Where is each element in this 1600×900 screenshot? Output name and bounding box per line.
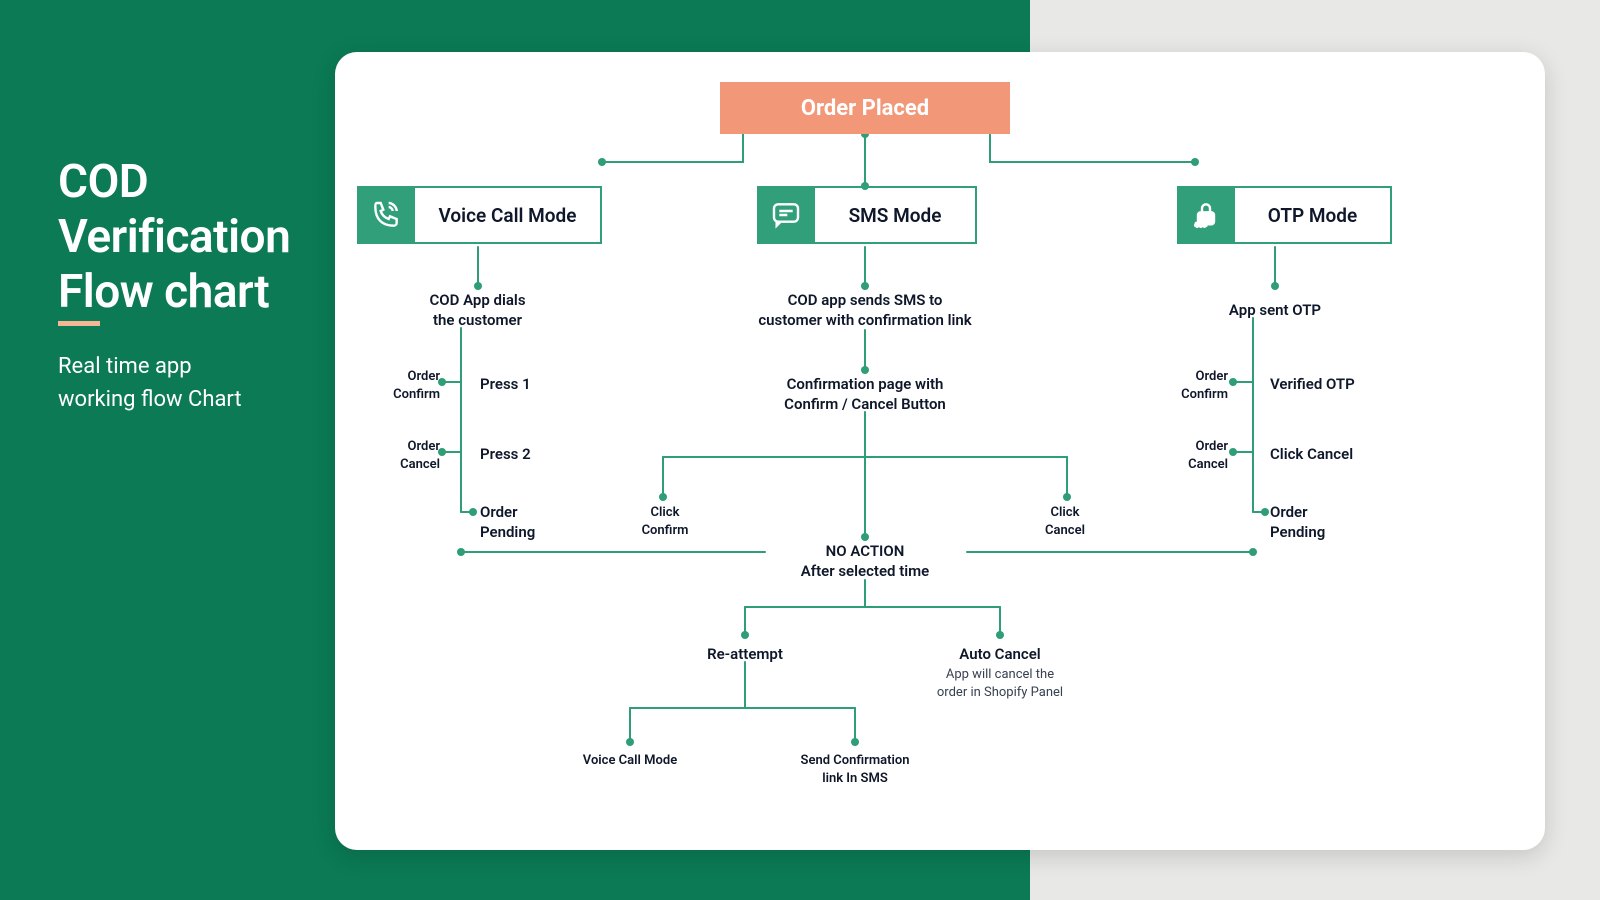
node-otp-confirm: OrderConfirm bbox=[1133, 368, 1228, 403]
mode-otp-label: OTP Mode bbox=[1233, 186, 1392, 244]
node-voice-desc: COD App dialsthe customer bbox=[395, 290, 560, 331]
node-otp-verified: Verified OTP bbox=[1270, 374, 1410, 394]
node-otp-cancel: OrderCancel bbox=[1133, 438, 1228, 473]
page-subtitle: Real time appworking flow Chart bbox=[58, 350, 242, 416]
flowchart-card: Order Placed Voice Call Mode SMS Mode *** OT… bbox=[335, 52, 1545, 850]
phone-icon bbox=[357, 186, 415, 244]
node-otp-pending: OrderPending bbox=[1270, 502, 1390, 543]
node-otp-desc: App sent OTP bbox=[1205, 300, 1345, 320]
node-order-placed: Order Placed bbox=[720, 82, 1010, 134]
node-press1: Press 1 bbox=[480, 374, 570, 394]
svg-text:***: *** bbox=[1195, 222, 1206, 231]
mode-otp: *** OTP Mode bbox=[1177, 186, 1392, 244]
title-underline bbox=[58, 321, 100, 326]
node-ra-voice: Voice Call Mode bbox=[555, 752, 705, 770]
node-auto-cancel: Auto Cancel bbox=[935, 644, 1065, 664]
node-voice-pending: OrderPending bbox=[480, 502, 600, 543]
node-ra-sms: Send Confirmationlink In SMS bbox=[775, 752, 935, 787]
lock-icon: *** bbox=[1177, 186, 1235, 244]
node-click-confirm: ClickConfirm bbox=[615, 504, 715, 539]
node-auto-cancel-sub: App will cancel theorder in Shopify Pane… bbox=[915, 666, 1085, 701]
mode-sms-label: SMS Mode bbox=[813, 186, 977, 244]
node-press2: Press 2 bbox=[480, 444, 570, 464]
node-no-action: NO ACTIONAfter selected time bbox=[775, 541, 955, 582]
node-click-cancel: ClickCancel bbox=[1015, 504, 1115, 539]
node-sms-desc: COD app sends SMS tocustomer with confir… bbox=[735, 290, 995, 331]
chat-icon bbox=[757, 186, 815, 244]
node-voice-cancel: OrderCancel bbox=[345, 438, 440, 473]
node-sms-page: Confirmation page withConfirm / Cancel B… bbox=[755, 374, 975, 415]
mode-sms: SMS Mode bbox=[757, 186, 977, 244]
node-reattempt: Re-attempt bbox=[680, 644, 810, 664]
page-title: CODVerificationFlow chart bbox=[58, 155, 290, 321]
mode-voice: Voice Call Mode bbox=[357, 186, 602, 244]
node-voice-confirm: OrderConfirm bbox=[345, 368, 440, 403]
mode-voice-label: Voice Call Mode bbox=[413, 186, 602, 244]
node-otp-click-cancel: Click Cancel bbox=[1270, 444, 1420, 464]
